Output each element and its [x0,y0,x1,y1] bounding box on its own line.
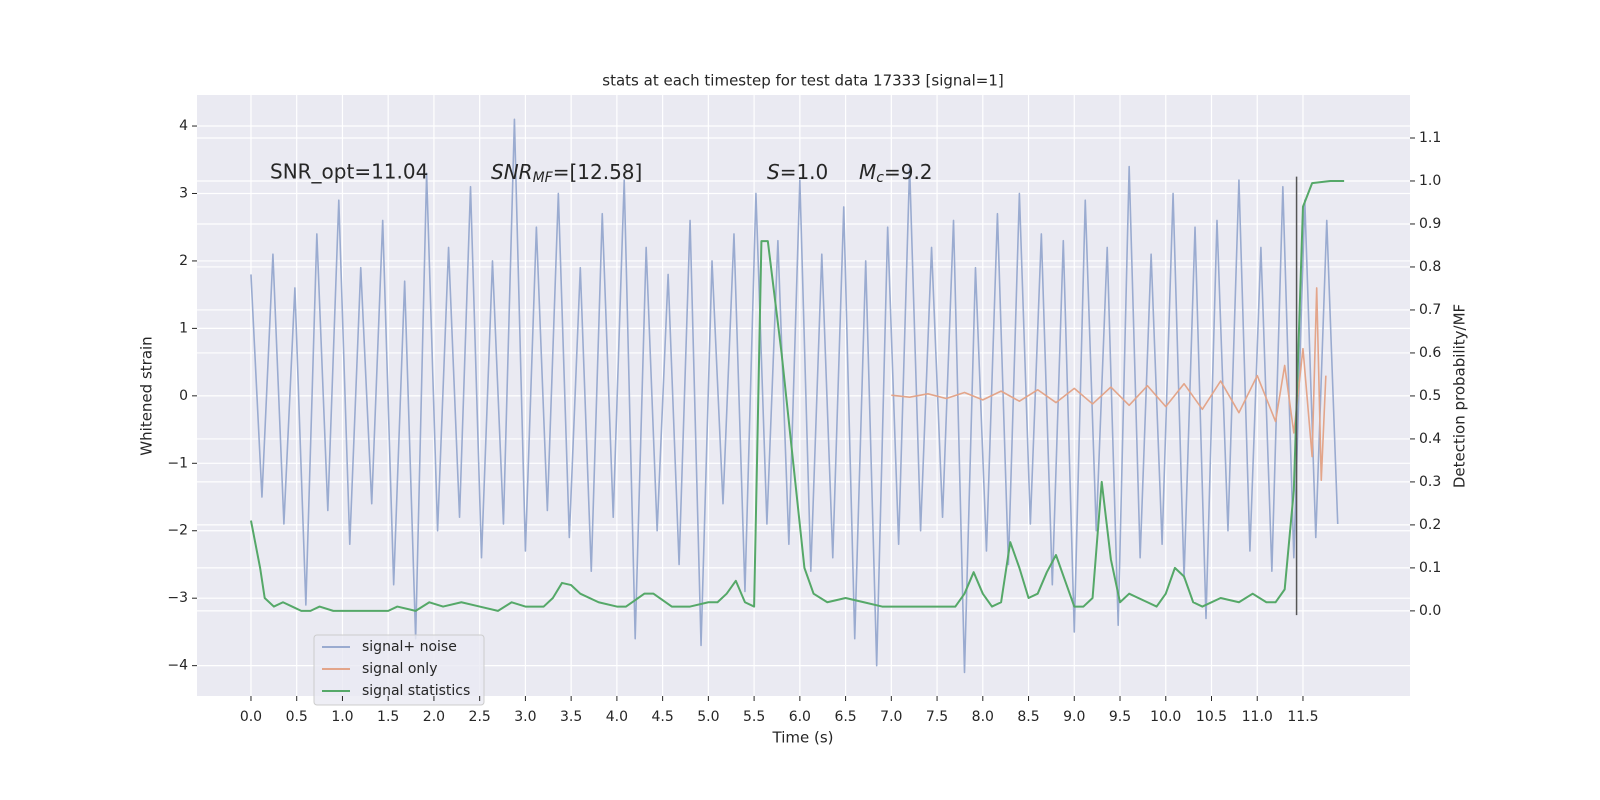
y-tick-label: 4 [179,118,188,134]
x-tick-label: 1.0 [331,709,353,725]
x-tick-label: 7.5 [926,709,948,725]
y-tick-label: −3 [167,590,188,606]
annotation-part: SNR [491,160,533,184]
legend-label: signal only [362,661,437,677]
x-tick-label: 9.0 [1063,709,1085,725]
x-tick-label: 2.5 [469,709,491,725]
y2-tick-label: 0.8 [1419,259,1441,275]
y2-tick-label: 0.5 [1419,388,1441,404]
y-tick-label: −1 [167,455,188,471]
x-tick-label: 7.0 [880,709,902,725]
x-tick-label: 0.0 [240,709,262,725]
y-tick-label: 0 [179,388,188,404]
x-tick-label: 10.0 [1150,709,1181,725]
annotation-part: =[12.58] [553,160,643,184]
legend-box [313,634,485,706]
annotation-part: c [876,170,884,186]
x-axis-label: Time (s) [772,729,834,747]
annotation-part: =9.2 [884,160,933,184]
annotation-part: =1.0 [780,160,829,184]
x-tick-label: 4.0 [606,709,628,725]
x-tick-label: 8.5 [1017,709,1039,725]
y-tick-label: −2 [167,523,188,539]
annotation: SNR_opt=11.04 [270,160,428,184]
x-tick-label: 4.5 [651,709,673,725]
x-tick-label: 3.5 [560,709,582,725]
annotation-part: MF [533,170,554,186]
y-tick-label: 3 [179,185,188,201]
annotation: S=1.0 [767,160,828,184]
series-line [249,179,1345,612]
y2-tick-label: 0.9 [1419,216,1441,232]
y2-axis-label: Detection probability/MF [1451,304,1469,488]
x-tick-label: 9.5 [1109,709,1131,725]
annotation: SNRMF=[12.58] [491,160,642,187]
x-tick-label: 6.0 [789,709,811,725]
y2-tick-label: 0.7 [1419,302,1441,318]
y2-tick-label: 1.0 [1419,173,1441,189]
x-tick-label: 11.0 [1242,709,1273,725]
annotation: Mc=9.2 [859,160,933,187]
y2-tick-label: 0.4 [1419,431,1441,447]
y-tick-label: 2 [179,253,188,269]
y2-tick-label: 0.2 [1419,517,1441,533]
chart-title: stats at each timestep for test data 173… [602,72,1003,90]
y2-tick-label: 0.6 [1419,345,1441,361]
x-tick-label: 2.0 [423,709,445,725]
legend-label: signal+ noise [362,639,457,655]
y-tick-label: 1 [179,320,188,336]
x-tick-label: 5.5 [743,709,765,725]
y2-tick-label: 1.1 [1419,130,1441,146]
y2-tick-label: 0.0 [1419,603,1441,619]
x-tick-label: 3.0 [514,709,536,725]
x-tick-label: 6.5 [834,709,856,725]
x-tick-label: 8.0 [972,709,994,725]
x-tick-label: 0.5 [286,709,308,725]
y2-tick-label: 0.3 [1419,474,1441,490]
x-tick-label: 5.0 [697,709,719,725]
y-tick-label: −4 [167,658,188,674]
annotation-part: M [859,160,876,184]
annotation-part: S [767,160,780,184]
x-tick-label: 10.5 [1196,709,1227,725]
x-tick-label: 1.5 [377,709,399,725]
y2-tick-label: 0.1 [1419,560,1441,576]
series-line [250,118,1339,674]
y-axis-label: Whitened strain [138,336,156,455]
x-tick-label: 11.5 [1287,709,1318,725]
legend-label: signal statistics [362,683,470,699]
